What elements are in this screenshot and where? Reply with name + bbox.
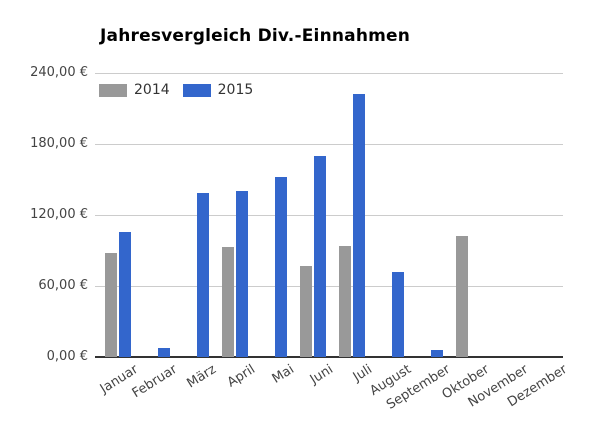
legend-label-2014: 2014 bbox=[134, 82, 170, 98]
x-axis-line bbox=[95, 356, 563, 358]
legend: 2014 2015 bbox=[99, 82, 253, 98]
y-tick-label-180: 180,00 € bbox=[30, 136, 88, 151]
legend-label-2015: 2015 bbox=[217, 82, 254, 98]
bar-2015-august[interactable] bbox=[392, 271, 404, 357]
bar-2015-juni[interactable] bbox=[314, 155, 326, 357]
bar-2015-juli[interactable] bbox=[353, 94, 365, 357]
bar-2014-juni[interactable] bbox=[300, 265, 312, 357]
gridline-60 bbox=[95, 286, 563, 287]
legend-swatch-2014 bbox=[99, 83, 127, 97]
y-tick-label-240: 240,00 € bbox=[30, 65, 88, 80]
bar-2014-oktober[interactable] bbox=[456, 236, 468, 357]
gridline-180 bbox=[95, 144, 563, 145]
bar-2015-januar[interactable] bbox=[119, 231, 131, 357]
chart-title: Jahresvergleich Div.-Einnahmen bbox=[100, 26, 411, 46]
y-tick-label-0: 0,00 € bbox=[46, 349, 88, 364]
bar-2014-januar[interactable] bbox=[105, 252, 117, 357]
y-tick-label-60: 60,00 € bbox=[38, 278, 88, 293]
gridline-120 bbox=[95, 215, 563, 216]
bar-2014-april[interactable] bbox=[222, 246, 234, 357]
legend-swatch-2015 bbox=[182, 83, 211, 97]
legend-item-2015[interactable]: 2015 bbox=[182, 82, 254, 98]
bar-2014-juli[interactable] bbox=[339, 245, 351, 357]
bar-2015-september[interactable] bbox=[431, 349, 443, 357]
y-tick-label-120: 120,00 € bbox=[30, 207, 88, 222]
bar-2015-mai[interactable] bbox=[275, 177, 287, 357]
bar-2015-marz[interactable] bbox=[197, 192, 209, 357]
bar-2015-april[interactable] bbox=[236, 191, 248, 357]
gridline-240 bbox=[95, 73, 563, 74]
bar-2015-februar[interactable] bbox=[158, 347, 170, 357]
legend-item-2014[interactable]: 2014 bbox=[99, 82, 170, 98]
